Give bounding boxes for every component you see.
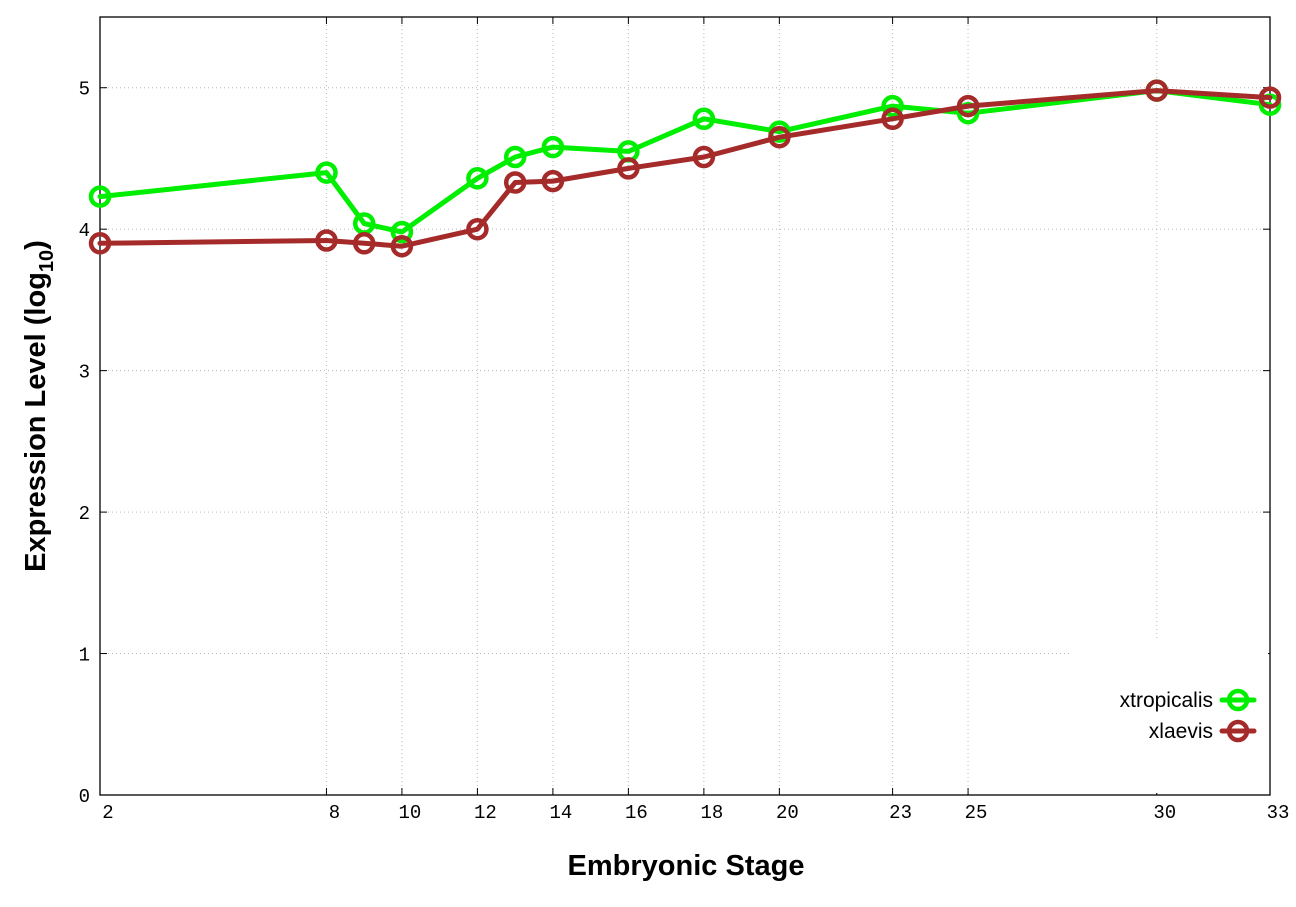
data-point — [390, 234, 414, 258]
x-tick-label: 10 — [399, 802, 422, 824]
y-tick-label: 0 — [79, 786, 90, 808]
data-point — [88, 185, 112, 208]
x-tick-label: 30 — [1153, 802, 1176, 824]
legend: xtropicalis xlaevis — [1072, 640, 1268, 793]
x-tick-label: 8 — [329, 802, 340, 824]
x-tick-label: 20 — [776, 802, 799, 824]
series-line — [97, 88, 1273, 235]
data-point — [1258, 86, 1282, 109]
data-point — [352, 232, 376, 255]
plot-frame — [99, 16, 1271, 796]
x-tick-label: 23 — [889, 802, 912, 824]
legend-background — [1072, 640, 1268, 793]
x-tick-label: 33 — [1267, 802, 1290, 824]
data-point — [617, 157, 640, 180]
legend-swatch-marker — [1226, 719, 1250, 743]
y-axis-title-main: Expression Level (log — [20, 272, 52, 572]
data-point — [956, 94, 980, 118]
y-tick-labels: 0 1 2 3 4 5 — [79, 79, 90, 808]
data-point — [541, 169, 565, 193]
data-point — [768, 125, 791, 149]
y-tick-label: 1 — [79, 645, 90, 667]
y-tick-label: 2 — [79, 503, 90, 525]
x-tick-label: 14 — [549, 802, 572, 824]
data-point — [881, 107, 904, 131]
data-point — [315, 161, 338, 184]
data-point — [390, 220, 414, 244]
x-tick-label: 2 — [102, 802, 113, 824]
x-axis-title: Embryonic Stage — [568, 850, 805, 882]
data-point — [88, 232, 112, 255]
x-tick-label: 25 — [965, 802, 988, 824]
x-tick-label: 16 — [625, 802, 648, 824]
x-tick-label: 18 — [700, 802, 723, 824]
legend-label: xlaevis — [1149, 720, 1213, 743]
y-tick-label: 3 — [79, 362, 90, 384]
legend-swatch-marker — [1226, 688, 1250, 712]
x-tick-labels: 2 8 10 12 14 16 18 20 23 25 30 33 — [102, 802, 1289, 824]
data-series — [88, 79, 1282, 258]
series-line — [97, 88, 1273, 249]
y-tick-label: 4 — [79, 220, 90, 242]
data-point — [1145, 79, 1169, 102]
y-axis-title: Expression Level (log10) — [20, 240, 58, 572]
y-tick-label: 5 — [79, 79, 90, 101]
data-point — [466, 217, 489, 241]
data-point — [315, 229, 338, 252]
series-xlaevis — [88, 79, 1282, 258]
data-point — [541, 135, 565, 159]
data-point — [466, 167, 489, 190]
data-point — [881, 94, 904, 118]
data-point — [692, 107, 716, 131]
data-point — [692, 145, 716, 169]
y-axis-title-subscript: 10 — [36, 250, 58, 272]
legend-label: xtropicalis — [1120, 689, 1213, 712]
y-axis-title-close: ) — [20, 240, 52, 250]
data-point — [503, 171, 527, 194]
x-tick-label: 12 — [474, 802, 497, 824]
data-point — [503, 145, 527, 169]
